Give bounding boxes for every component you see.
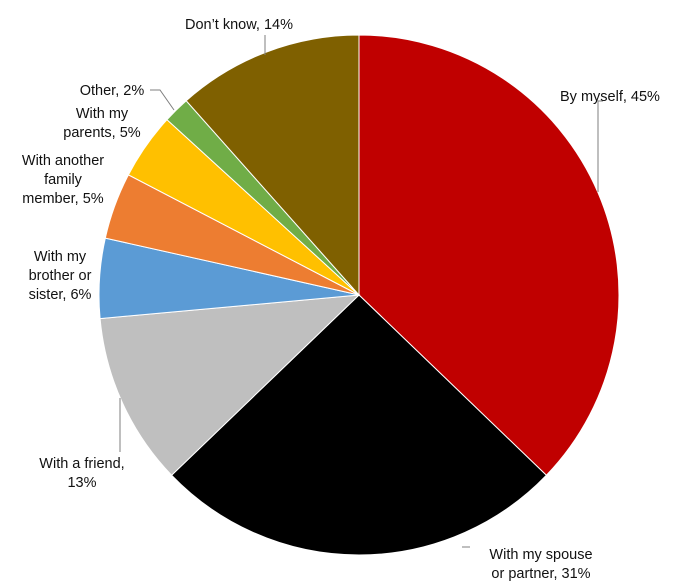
slice-label-line: With a friend, bbox=[39, 456, 124, 472]
slice-label: With my spouse or partner, 31% bbox=[489, 547, 592, 581]
slice-label-line: family bbox=[44, 172, 83, 188]
leader-lines bbox=[119, 35, 603, 548]
slice-label: By myself, 45% bbox=[560, 89, 660, 105]
slice-labels: By myself, 45% With my spouse or partner, … bbox=[22, 17, 660, 581]
pie-slice-with-a-friend bbox=[99, 294, 361, 476]
slice-label: With my parents, 5% bbox=[63, 106, 140, 141]
slice-label: With another family member, 5% bbox=[22, 153, 104, 207]
slice-label-line: With my bbox=[34, 249, 87, 265]
leader-line bbox=[597, 100, 603, 192]
slice-label-line: With my spouse bbox=[489, 547, 592, 563]
pie-slice-don-t-know bbox=[185, 34, 360, 297]
slice-label-line: Other, 2% bbox=[80, 83, 145, 99]
slice-label-line: With another bbox=[22, 153, 104, 169]
slice-label: With a friend, 13% bbox=[39, 456, 124, 491]
slice-label-line: sister, 6% bbox=[29, 287, 92, 303]
slice-label-line: or partner, 31% bbox=[491, 566, 590, 581]
leader-line bbox=[150, 89, 175, 111]
pie-slices bbox=[98, 34, 620, 556]
slice-label: Other, 2% bbox=[80, 83, 145, 99]
slice-label-line: By myself, 45% bbox=[560, 89, 660, 105]
slice-label-line: member, 5% bbox=[22, 191, 103, 207]
slice-label: With my brother or sister, 6% bbox=[29, 249, 92, 303]
slice-label-line: With my bbox=[76, 106, 129, 122]
slice-label-line: brother or bbox=[29, 268, 92, 284]
slice-label-line: 13% bbox=[67, 475, 96, 491]
slice-label-line: parents, 5% bbox=[63, 125, 140, 141]
slice-label: Don’t know, 14% bbox=[185, 17, 293, 33]
slice-label-line: Don’t know, 14% bbox=[185, 17, 293, 33]
pie-slice-with-my-spouse-or-partner bbox=[170, 294, 548, 556]
pie-slice-by-myself bbox=[358, 34, 620, 476]
